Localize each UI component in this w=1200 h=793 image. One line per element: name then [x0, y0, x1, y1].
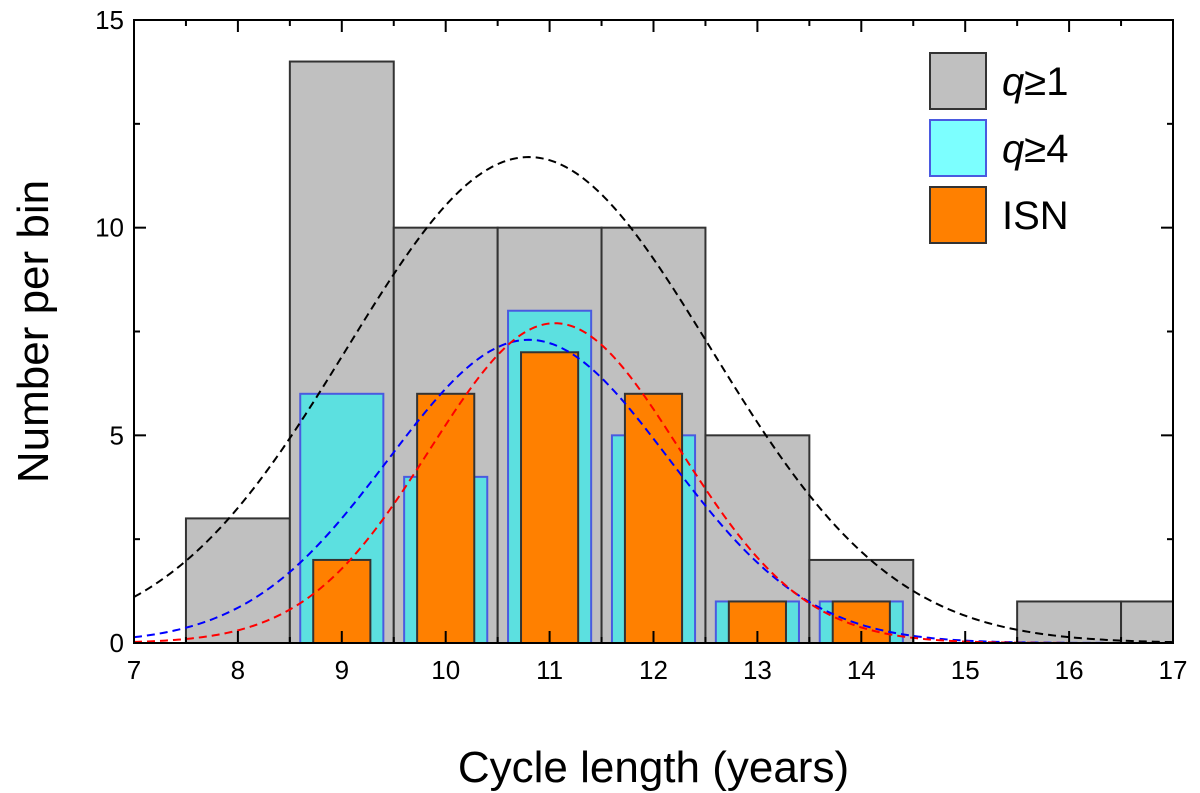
legend-label-italic: q [1002, 60, 1024, 104]
legend-label-0: q≥1 [1002, 60, 1068, 104]
legend-label-text: ≥4 [1024, 127, 1068, 171]
x-axis-title: Cycle length (years) [458, 743, 849, 792]
bar-q1-8 [184, 517, 291, 645]
x-tick-label: 16 [1055, 655, 1084, 685]
x-tick-label: 7 [127, 655, 141, 685]
x-tick-label: 11 [536, 655, 563, 685]
bar-ISN-9 [312, 558, 372, 645]
x-tick-label: 14 [847, 655, 876, 685]
fit-curves-layer [133, 156, 1174, 644]
legend-label-2: ISN [1002, 194, 1069, 238]
y-tick-label: 0 [110, 628, 124, 658]
legend-label-italic: q [1002, 127, 1024, 171]
x-tick-label: 8 [231, 655, 245, 685]
fit-curve-0 [133, 156, 1174, 644]
legend-label-text: ISN [1002, 194, 1069, 238]
fit-curve-1 [133, 338, 1173, 644]
x-tick-label: 10 [431, 655, 460, 685]
legend-swatch-0 [929, 52, 987, 110]
fit-curve-2 [133, 322, 1173, 644]
x-tick-label: 17 [1159, 655, 1188, 685]
y-axis-title: Number per bin [9, 180, 58, 483]
x-tick-label: 15 [951, 655, 980, 685]
y-tick-label: 10 [95, 213, 124, 243]
legend-label-text: ≥1 [1024, 60, 1068, 104]
x-tick-label: 12 [639, 655, 668, 685]
legend-swatch-1 [929, 119, 987, 177]
axis-ticks [133, 19, 1174, 644]
bar-ISN-10 [416, 392, 476, 644]
legend-swatch-2 [929, 186, 987, 244]
y-tick-label: 15 [95, 5, 124, 35]
x-tick-label: 13 [743, 655, 772, 685]
bar-ISN-12 [623, 392, 684, 644]
bar-q1-17 [1120, 600, 1175, 645]
bar-ISN-11 [520, 351, 580, 644]
bars-layer [184, 60, 1175, 645]
y-tick-label: 5 [110, 420, 124, 450]
legend-label-1: q≥4 [1002, 127, 1068, 171]
x-tick-label: 9 [335, 655, 349, 685]
axis-tick-labels: 7 8 9 10 11 12 13 14 15 16 17 0 5 10 15 [95, 5, 1187, 685]
bar-ISN-14 [831, 600, 891, 645]
